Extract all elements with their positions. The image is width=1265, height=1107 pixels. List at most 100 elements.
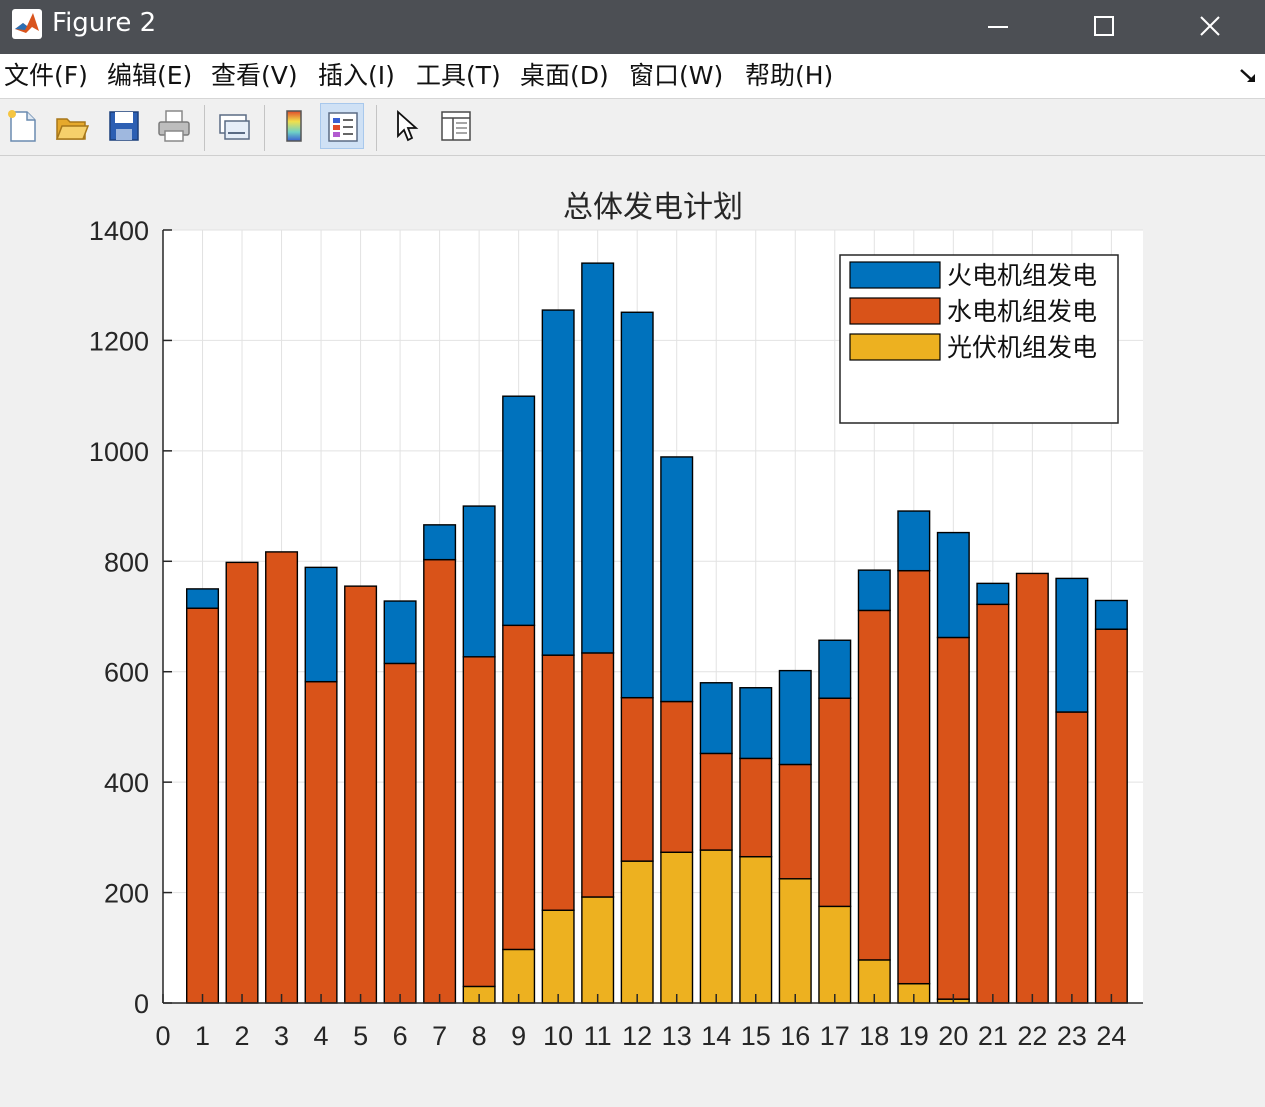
x-tick-label: 21	[978, 1021, 1008, 1051]
menu-bar: 文件(F) 编辑(E) 查看(V) 插入(I) 工具(T) 桌面(D) 窗口(W…	[0, 54, 1265, 99]
bar-segment	[502, 624, 536, 951]
x-tick-label: 0	[155, 1021, 170, 1051]
legend-button[interactable]	[320, 103, 364, 149]
y-tick-label: 200	[104, 879, 149, 909]
property-inspector-icon	[441, 111, 471, 141]
bar-segment	[857, 569, 891, 612]
bar-segment	[620, 860, 654, 1004]
bar-segment	[541, 909, 575, 1004]
y-tick-label: 1000	[89, 437, 149, 467]
toolbar-separator	[264, 105, 265, 151]
legend-icon	[328, 112, 358, 142]
bar-segment	[699, 682, 733, 755]
bar-segment	[1055, 711, 1089, 1004]
bar-segment	[778, 669, 812, 766]
bar-segment	[383, 600, 417, 665]
legend-label: 光伏机组发电	[947, 333, 1097, 362]
bar-segment	[423, 524, 457, 561]
bar-segment	[304, 566, 338, 683]
bar-segment	[1015, 572, 1049, 1004]
bar-segment	[818, 697, 852, 908]
x-tick-label: 23	[1057, 1021, 1087, 1051]
bar-segment	[739, 687, 773, 760]
x-tick-label: 7	[432, 1021, 447, 1051]
x-tick-label: 9	[511, 1021, 526, 1051]
bar-segment	[1094, 599, 1128, 630]
toolbar-separator	[376, 105, 377, 151]
x-tick-label: 11	[584, 1021, 612, 1051]
new-figure-button[interactable]	[0, 103, 44, 149]
x-tick-label: 1	[195, 1021, 210, 1051]
bar-segment	[897, 569, 931, 985]
dock-arrow-icon[interactable]	[1239, 68, 1257, 84]
bar-segment	[778, 763, 812, 880]
save-icon	[109, 111, 139, 141]
link-plot-button[interactable]	[212, 103, 256, 149]
bar-segment	[383, 662, 417, 1004]
bar-segment	[936, 636, 970, 1000]
bar-segment	[186, 607, 220, 1004]
save-button[interactable]	[102, 103, 146, 149]
bar-segment	[581, 262, 615, 654]
title-bar: Figure 2	[0, 0, 1265, 54]
menu-window[interactable]: 窗口(W)	[629, 61, 724, 90]
menu-edit[interactable]: 编辑(E)	[107, 61, 193, 90]
x-tick-label: 14	[701, 1021, 731, 1051]
bar-segment	[581, 652, 615, 898]
figure-canvas[interactable]: 0 200 400 600 800 1000 1200 1400 0 1 2 3 4 5 6 7 8 9 10 11…	[0, 156, 1265, 1107]
axes-lines	[162, 229, 1143, 1004]
maximize-button[interactable]	[1069, 0, 1139, 54]
menu-file[interactable]: 文件(F)	[4, 61, 88, 90]
bar-segment	[423, 558, 457, 1004]
bar-segment	[581, 896, 615, 1004]
minimize-icon	[988, 26, 1008, 28]
chart-title: 总体发电计划	[563, 190, 743, 225]
legend-label: 水电机组发电	[947, 297, 1097, 326]
menu-tools[interactable]: 工具(T)	[416, 61, 501, 90]
maximize-icon	[1094, 16, 1114, 36]
new-figure-icon	[8, 110, 36, 142]
print-button[interactable]	[152, 103, 196, 149]
menu-view[interactable]: 查看(V)	[211, 61, 298, 90]
y-tick-label: 0	[134, 989, 149, 1019]
bar-segment	[660, 700, 694, 853]
bar-segment	[462, 505, 496, 658]
bar-segment	[660, 851, 694, 1004]
bar-segment	[778, 878, 812, 1004]
close-button[interactable]	[1175, 0, 1245, 54]
legend-swatch	[849, 333, 941, 361]
bar-segment	[462, 656, 496, 988]
x-tick-label: 20	[938, 1021, 968, 1051]
figure-toolbar	[0, 99, 1265, 156]
edit-plot-button[interactable]	[384, 103, 428, 149]
close-icon	[1200, 16, 1220, 36]
menu-help[interactable]: 帮助(H)	[745, 61, 834, 90]
bar-segment	[857, 609, 891, 961]
bar-segment	[186, 588, 220, 609]
colorbar-button[interactable]	[272, 103, 316, 149]
bar-segment	[976, 582, 1010, 606]
x-tick-label: 12	[622, 1021, 652, 1051]
link-plot-icon	[219, 114, 250, 140]
menu-insert[interactable]: 插入(I)	[318, 61, 395, 90]
open-file-button[interactable]	[50, 103, 94, 149]
property-inspector-button[interactable]	[434, 103, 478, 149]
bar-segment	[897, 510, 931, 572]
colorbar-icon	[286, 110, 302, 142]
menu-desktop[interactable]: 桌面(D)	[520, 61, 609, 90]
minimize-button[interactable]	[963, 0, 1033, 54]
x-tick-labels: 0 1 2 3 4 5 6 7 8 9 10 11 12 13 14 15 16 17 18 19 20 21 22 23 24	[155, 1021, 1126, 1051]
x-tick-label: 17	[820, 1021, 850, 1051]
bar-segment	[936, 531, 970, 639]
bar-segment	[739, 855, 773, 1004]
bar-segment	[739, 757, 773, 858]
x-tick-label: 24	[1096, 1021, 1126, 1051]
bar-segment	[502, 395, 536, 627]
y-tick-label: 800	[104, 547, 149, 577]
x-tick-label: 18	[859, 1021, 889, 1051]
y-tick-label: 400	[104, 768, 149, 798]
bar-segment	[1094, 628, 1128, 1004]
bar-segment	[660, 456, 694, 703]
